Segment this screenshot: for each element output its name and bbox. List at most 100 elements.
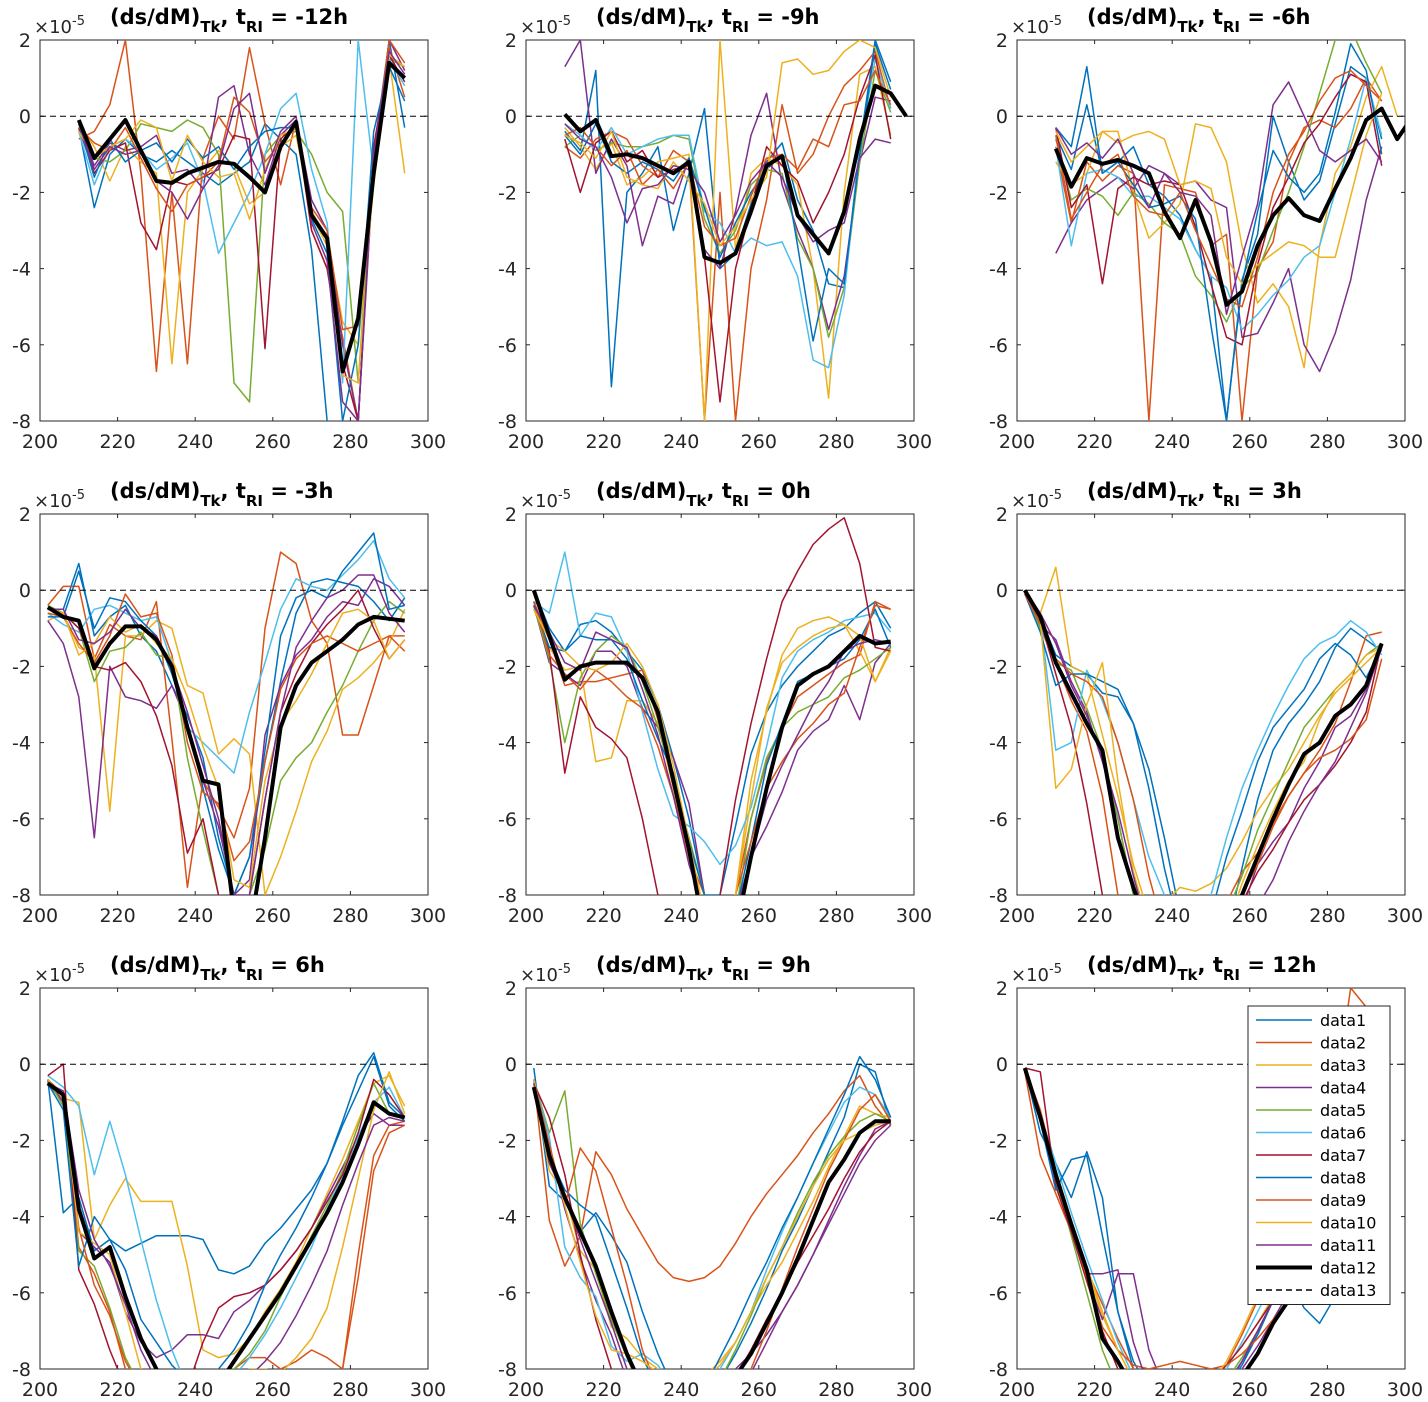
plot-area xyxy=(525,39,915,422)
x-tick-label: 220 xyxy=(585,1379,621,1401)
x-tick-label: 300 xyxy=(1387,1379,1423,1401)
x-tick-label: 260 xyxy=(255,905,291,927)
y-tick-label: -8 xyxy=(12,885,31,907)
y-tick-label: -4 xyxy=(498,733,517,755)
y-tick-label: -4 xyxy=(989,733,1008,755)
y-tick-label: -6 xyxy=(989,809,1008,831)
panel-4: 200 220 240 260 280 300 2 0 -2 -4 -6 -8 ×10-5 (ds/dM)… xyxy=(12,479,446,927)
y-exponent-label: ×10-5 xyxy=(520,962,571,986)
y-tick-label: -8 xyxy=(498,1359,517,1381)
series-line-data2 xyxy=(1024,593,1382,895)
panel-3: 200 220 240 260 280 300 2 0 -2 -4 -6 -8 ×10-5 (ds/dM)… xyxy=(989,5,1423,453)
panel-2: 200 220 240 260 280 300 2 0 -2 -4 -6 -8 ×10-5 (ds/dM)… xyxy=(498,5,932,453)
series-line-data2 xyxy=(564,50,892,421)
y-tick-label: 0 xyxy=(505,580,517,602)
series-line-data5 xyxy=(533,605,892,895)
x-tick-label: 280 xyxy=(332,431,368,453)
y-tick-label: 0 xyxy=(19,580,31,602)
y-tick-label: -2 xyxy=(12,182,31,204)
series-line-data7 xyxy=(564,54,892,403)
legend-label-data7: data7 xyxy=(1320,1146,1366,1165)
x-tick-label: 300 xyxy=(410,1379,446,1401)
series-line-data12 xyxy=(531,1086,891,1369)
series-line-data12 xyxy=(563,83,908,265)
y-tick-label: -6 xyxy=(989,1283,1008,1305)
x-tick-label: 200 xyxy=(508,1379,544,1401)
y-tick-label: 0 xyxy=(996,580,1008,602)
x-tick-label: 200 xyxy=(22,1379,58,1401)
y-tick-label: -2 xyxy=(12,1130,31,1152)
legend-label-data11: data11 xyxy=(1320,1236,1376,1255)
panel-title: (ds/dM)Tk, tRI = -6h xyxy=(1087,5,1311,36)
y-tick-label: -6 xyxy=(12,335,31,357)
panel-title: (ds/dM)Tk, tRI = -12h xyxy=(110,5,348,36)
series-line-data2 xyxy=(533,600,892,895)
panel-title: (ds/dM)Tk, tRI = 6h xyxy=(110,953,325,984)
y-tick-label: -8 xyxy=(989,1359,1008,1381)
x-tick-label: 300 xyxy=(896,905,932,927)
x-tick-label: 300 xyxy=(896,431,932,453)
x-tick-label: 220 xyxy=(585,905,621,927)
legend-label-data13: data13 xyxy=(1320,1281,1376,1300)
x-tick-label: 280 xyxy=(332,1379,368,1401)
y-exponent-label: ×10-5 xyxy=(34,488,85,512)
series-line-data8 xyxy=(47,1055,406,1369)
y-tick-label: 0 xyxy=(505,1054,517,1076)
y-tick-label: -8 xyxy=(498,885,517,907)
series-line-data9 xyxy=(78,40,406,331)
legend: data1 data2 data3 data4 data5 data6 data7 data8… xyxy=(1247,1005,1391,1305)
series-line-data4 xyxy=(1055,146,1383,373)
x-tick-label: 240 xyxy=(177,905,213,927)
series-line-data11 xyxy=(47,1082,405,1369)
x-tick-label: 240 xyxy=(177,1379,213,1401)
series-line-data2 xyxy=(47,551,405,889)
x-tick-label: 260 xyxy=(741,905,777,927)
y-tick-label: -8 xyxy=(498,411,517,433)
y-tick-label: -4 xyxy=(989,1207,1008,1229)
panel-6: 200 220 240 260 280 300 2 0 -2 -4 -6 -8 ×10-5 (ds/dM)… xyxy=(989,479,1423,927)
series-line-data10 xyxy=(533,608,892,895)
x-tick-label: 300 xyxy=(896,1379,932,1401)
y-tick-label: 2 xyxy=(996,978,1008,1000)
y-tick-label: -6 xyxy=(12,809,31,831)
series-line-data12 xyxy=(1022,1067,1291,1369)
panel-title: (ds/dM)Tk, tRI = 9h xyxy=(596,953,811,984)
x-tick-label: 280 xyxy=(818,905,854,927)
series-line-data6 xyxy=(533,1079,892,1369)
series-line-data12 xyxy=(76,60,407,374)
y-tick-label: -2 xyxy=(989,1130,1008,1152)
panel-1: 200 220 240 260 280 300 2 0 -2 -4 -6 -8 ×10-5 (ds/dM)… xyxy=(12,5,446,453)
y-tick-label: -2 xyxy=(498,1130,517,1152)
series-line-data9 xyxy=(533,1079,892,1369)
y-tick-label: -8 xyxy=(989,885,1008,907)
y-tick-label: 0 xyxy=(19,106,31,128)
x-tick-label: 220 xyxy=(99,431,135,453)
series-line-data8 xyxy=(1024,593,1383,895)
series-line-data7 xyxy=(78,54,406,421)
series-line-data7 xyxy=(47,1063,406,1369)
y-tick-label: -6 xyxy=(12,1283,31,1305)
plot-area xyxy=(39,513,429,896)
legend-label-data1: data1 xyxy=(1320,1011,1366,1030)
series-line-data3 xyxy=(78,58,406,365)
x-tick-label: 280 xyxy=(818,431,854,453)
x-tick-label: 200 xyxy=(22,905,58,927)
x-tick-label: 240 xyxy=(663,905,699,927)
y-tick-label: -2 xyxy=(498,656,517,678)
x-tick-label: 200 xyxy=(999,431,1035,453)
y-tick-label: -8 xyxy=(989,411,1008,433)
x-tick-label: 220 xyxy=(99,905,135,927)
x-tick-label: 280 xyxy=(818,1379,854,1401)
panel-title: (ds/dM)Tk, tRI = 0h xyxy=(596,479,811,510)
y-tick-label: -6 xyxy=(989,335,1008,357)
x-tick-label: 220 xyxy=(1076,431,1112,453)
y-tick-label: -2 xyxy=(12,656,31,678)
series-line-data8 xyxy=(47,532,405,895)
series-line-data6 xyxy=(533,551,892,866)
y-tick-label: 2 xyxy=(996,30,1008,52)
series-line-data12 xyxy=(1023,589,1384,895)
y-tick-label: 0 xyxy=(19,1054,31,1076)
y-exponent-label: ×10-5 xyxy=(34,962,85,986)
x-tick-label: 220 xyxy=(1076,905,1112,927)
